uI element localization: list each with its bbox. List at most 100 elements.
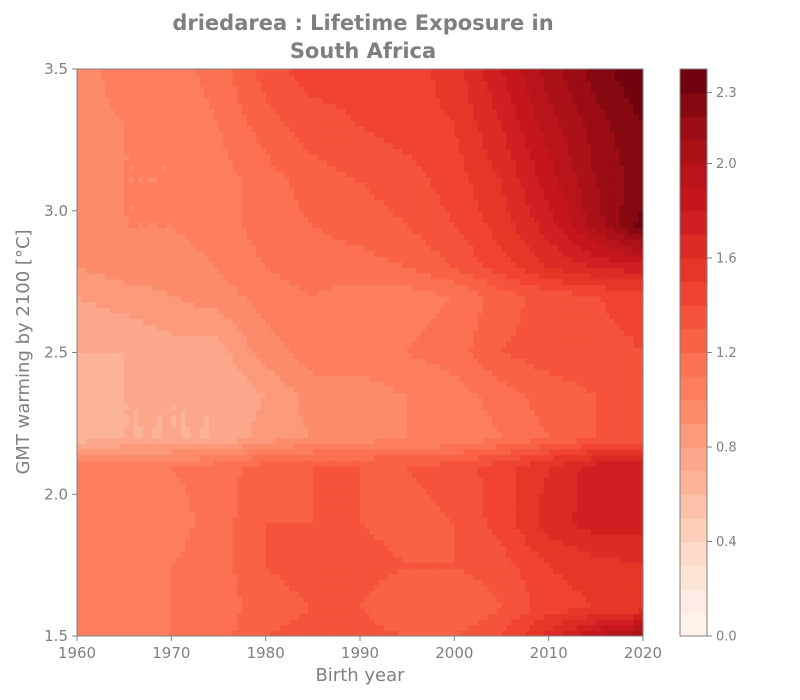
heatmap-cell <box>143 618 149 626</box>
heatmap-cell <box>91 624 97 631</box>
heatmap-cell <box>591 573 597 580</box>
heatmap-cell <box>227 448 234 456</box>
heatmap-cell <box>185 409 191 416</box>
heatmap-cell <box>468 630 474 636</box>
heatmap-cell <box>341 482 347 490</box>
heatmap-cell <box>312 471 319 478</box>
heatmap-cell <box>204 420 210 427</box>
heatmap-cell <box>473 471 479 478</box>
heatmap-cell <box>529 590 536 597</box>
heatmap-cell <box>227 511 234 518</box>
heatmap-cell <box>576 579 583 586</box>
heatmap-cell <box>459 443 465 450</box>
heatmap-cell <box>289 420 295 427</box>
heatmap-cell <box>86 528 92 535</box>
heatmap-cell <box>369 505 375 512</box>
heatmap-cell <box>520 556 526 563</box>
heatmap-cell <box>114 511 121 518</box>
heatmap-cell <box>199 596 205 603</box>
heatmap-cell <box>293 437 300 444</box>
heatmap-cell <box>152 494 158 501</box>
heatmap-cell <box>95 516 102 524</box>
heatmap-cell <box>492 488 498 495</box>
heatmap-cell <box>374 618 380 626</box>
heatmap-cell <box>251 562 257 569</box>
heatmap-cell <box>444 494 451 501</box>
heatmap-cell <box>114 624 121 631</box>
heatmap-cell <box>218 403 224 410</box>
heatmap-cell <box>95 437 102 444</box>
heatmap-cell <box>468 562 474 569</box>
heatmap-cell <box>331 584 338 592</box>
heatmap-cell <box>397 409 404 416</box>
heatmap-cell <box>534 522 540 529</box>
heatmap-cell <box>529 477 536 484</box>
heatmap-cell <box>331 613 338 620</box>
heatmap-cell <box>576 556 583 563</box>
heatmap-cell <box>147 488 154 495</box>
heatmap-cell <box>242 477 248 484</box>
heatmap-cell <box>100 426 106 433</box>
heatmap-cell <box>600 471 606 478</box>
heatmap-cell <box>133 403 139 410</box>
heatmap-cell <box>213 533 220 541</box>
heatmap-cell <box>227 482 234 490</box>
heatmap-cell <box>180 528 187 535</box>
heatmap-cell <box>529 494 536 501</box>
heatmap-cell <box>289 607 295 614</box>
heatmap-cell <box>317 403 323 410</box>
heatmap-cell <box>369 511 375 518</box>
heatmap-cell <box>374 477 380 484</box>
heatmap-cell <box>416 567 422 575</box>
heatmap-cell <box>501 556 507 563</box>
heatmap-cell <box>539 516 545 524</box>
heatmap-cell <box>595 590 602 597</box>
heatmap-cell <box>289 550 295 558</box>
heatmap-cell <box>378 567 385 575</box>
heatmap-cell <box>336 420 342 427</box>
heatmap-cell <box>355 482 361 490</box>
heatmap-cell <box>600 511 606 518</box>
heatmap-cell <box>487 488 493 495</box>
heatmap-cell <box>487 550 493 558</box>
heatmap-cell <box>293 471 300 478</box>
heatmap-cell <box>308 414 314 422</box>
heatmap-cell <box>100 499 106 507</box>
heatmap-cell <box>256 618 262 626</box>
heatmap-cell <box>232 494 238 501</box>
heatmap-cell <box>473 522 479 529</box>
heatmap-cell <box>586 584 592 592</box>
heatmap-cell <box>190 414 196 422</box>
heatmap-cell <box>364 539 371 546</box>
heatmap-cell <box>77 482 83 490</box>
heatmap-cell <box>336 397 342 405</box>
heatmap-cell <box>459 505 465 512</box>
heatmap-cell <box>576 607 583 614</box>
heatmap-cell <box>152 533 158 541</box>
heatmap-cell <box>128 443 135 450</box>
heatmap-cell <box>345 522 352 529</box>
heatmap-cell <box>336 596 342 603</box>
heatmap-cell <box>407 567 413 575</box>
heatmap-cell <box>614 601 621 609</box>
heatmap-cell <box>605 448 611 456</box>
heatmap-cell <box>378 505 385 512</box>
heatmap-cell <box>91 403 97 410</box>
heatmap-cell <box>265 573 271 580</box>
heatmap-cell <box>435 448 441 456</box>
heatmap-cell <box>562 624 569 631</box>
heatmap-cell <box>345 403 352 410</box>
heatmap-cell <box>529 499 536 507</box>
heatmap-cell <box>454 533 460 541</box>
heatmap-cell <box>463 590 470 597</box>
heatmap-cell <box>374 624 380 631</box>
heatmap-cell <box>317 397 323 405</box>
heatmap-cell <box>350 443 356 450</box>
heatmap-cell <box>157 488 163 495</box>
heatmap-cell <box>171 550 177 558</box>
heatmap-cell <box>105 562 111 569</box>
heatmap-cell <box>477 539 484 546</box>
heatmap-cell <box>492 414 498 422</box>
heatmap-cell <box>581 511 587 518</box>
heatmap-cell <box>402 437 408 444</box>
